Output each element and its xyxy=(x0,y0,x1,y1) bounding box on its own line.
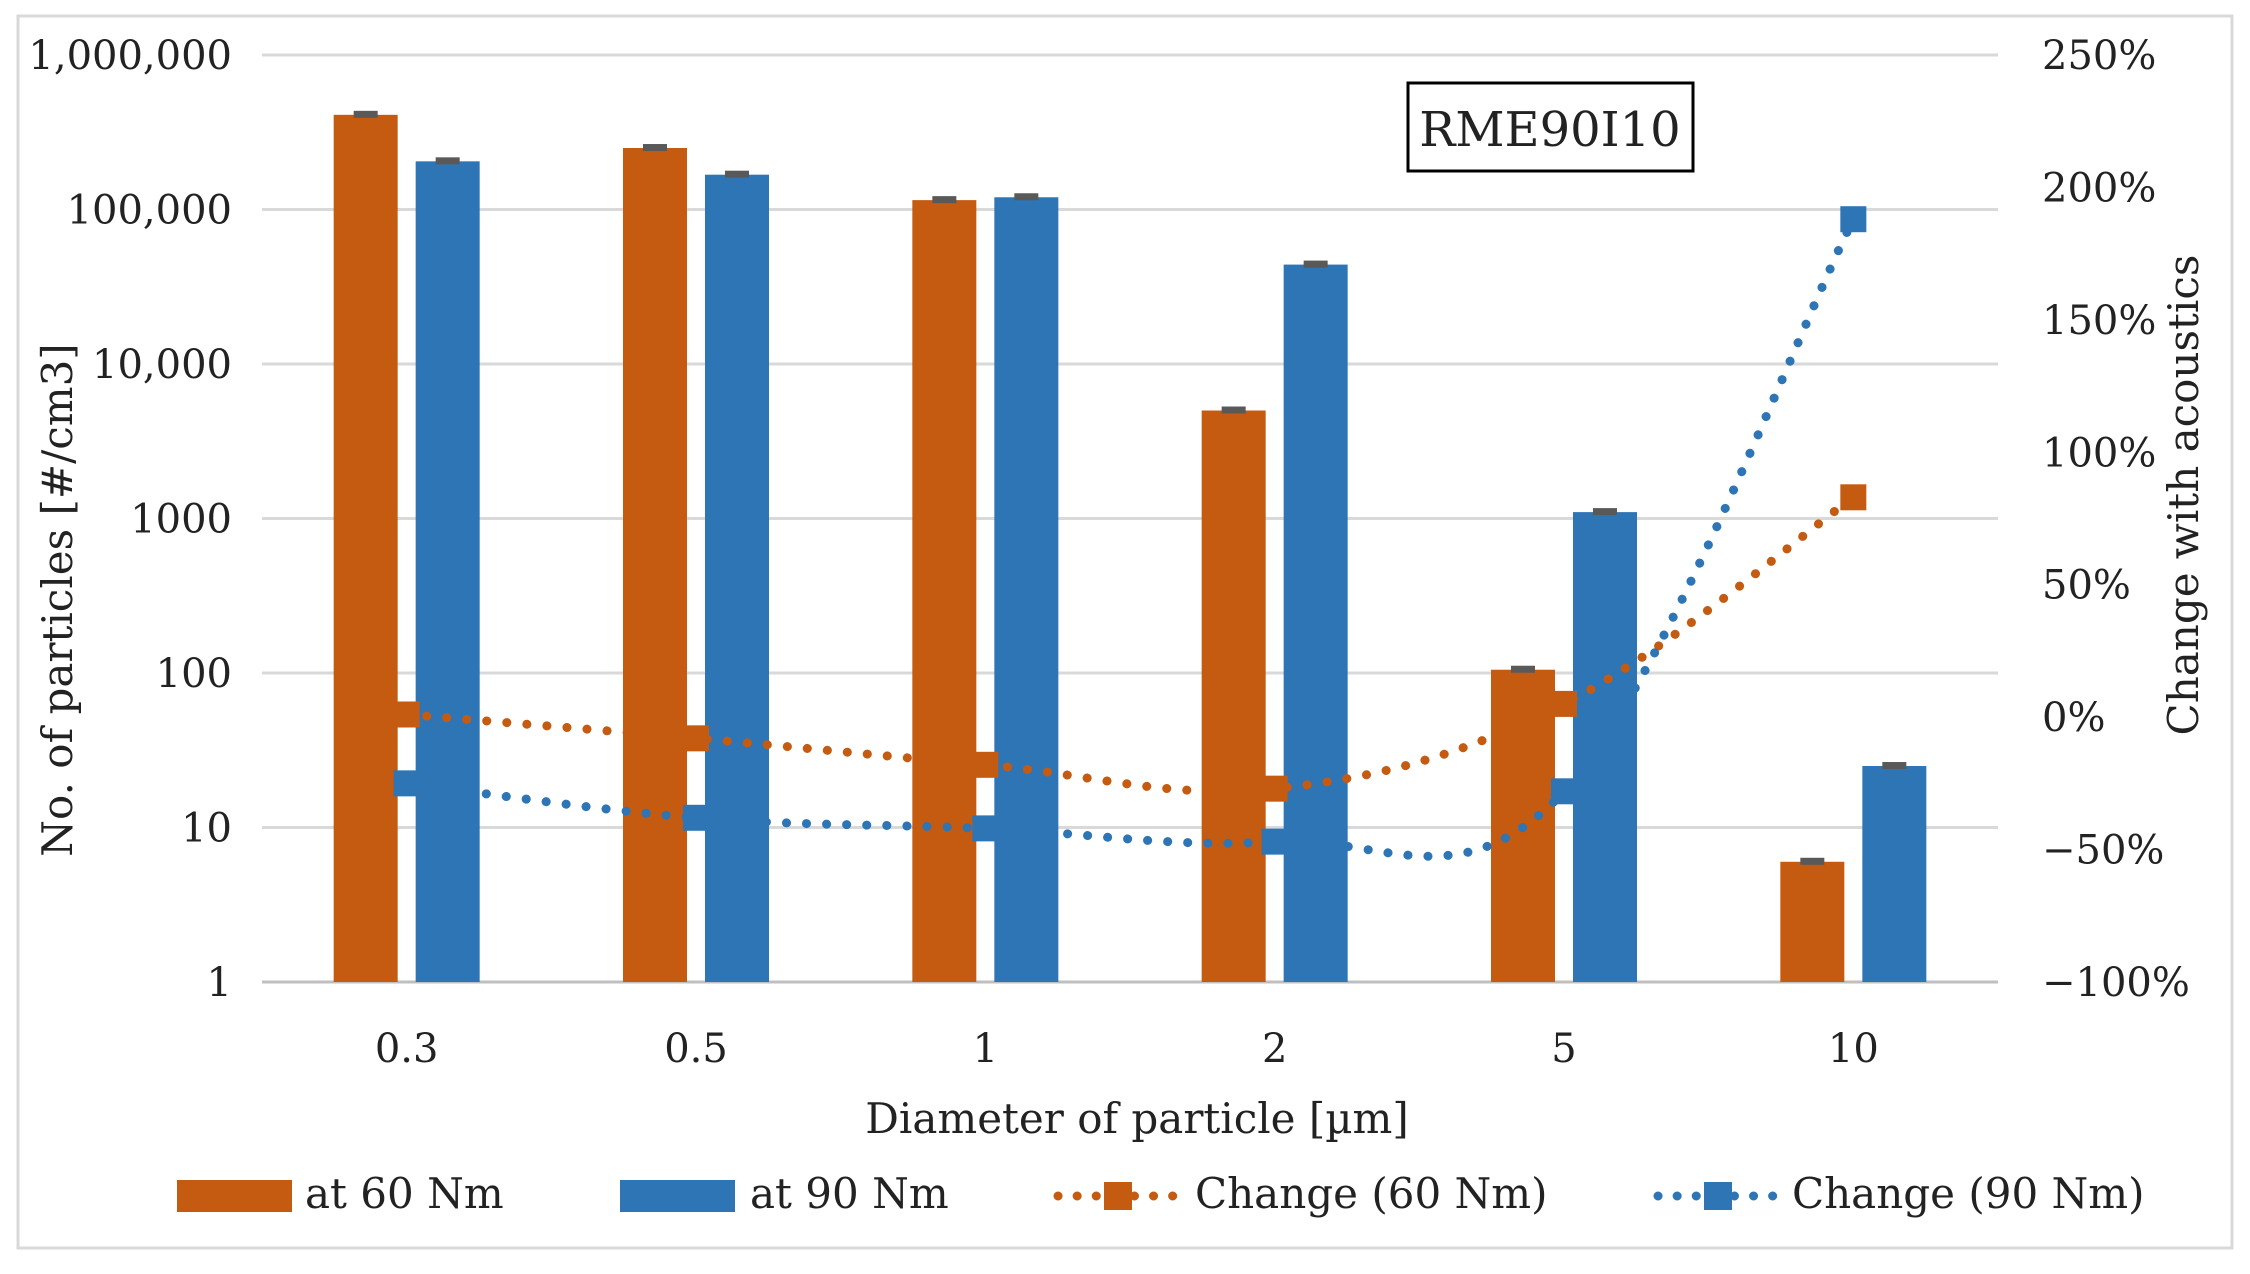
axes: 1 10 100 1000 10,000 100,000 1,000,000 −100% −50… xyxy=(28,33,2189,1072)
x-tick-label: 0.5 xyxy=(664,1026,728,1072)
y2-tick-label: 250% xyxy=(2042,33,2156,79)
bar xyxy=(333,114,398,983)
error-bar xyxy=(932,196,957,204)
y-axis-title: No. of particles [#/cm3] xyxy=(33,343,82,856)
x-tick-label: 10 xyxy=(1828,1026,1879,1072)
change-marker xyxy=(683,804,709,831)
y2-tick-label: 0% xyxy=(2042,695,2105,741)
svg-text:at 60 Nm: at 60 Nm xyxy=(305,1169,504,1218)
bar xyxy=(1283,264,1348,982)
change-marker xyxy=(393,701,420,728)
error-bar xyxy=(643,144,667,152)
change-marker xyxy=(1261,775,1288,802)
legend: at 60 Nm at 90 Nm Change (60 Nm) Change … xyxy=(177,1169,2145,1218)
error-bar xyxy=(1593,508,1617,516)
y-tick-label: 1 xyxy=(207,960,232,1006)
change-marker xyxy=(972,751,999,778)
x-axis-title: Diameter of particle [µm] xyxy=(865,1094,1409,1143)
change-lines xyxy=(393,206,1867,861)
svg-text:at 90 Nm: at 90 Nm xyxy=(750,1169,949,1218)
y2-tick-label: −50% xyxy=(2042,828,2164,874)
legend-item-60nm-bar: at 60 Nm xyxy=(177,1169,504,1218)
bar xyxy=(623,148,687,983)
bar xyxy=(1201,410,1266,982)
legend-item-change-90nm: Change (90 Nm) xyxy=(1653,1169,2145,1218)
y2-tick-label: 100% xyxy=(2042,430,2156,476)
x-tick-label: 1 xyxy=(973,1026,998,1072)
y2-tick-label: 200% xyxy=(2042,165,2156,211)
change-marker xyxy=(1840,206,1867,233)
y-tick-label: 100,000 xyxy=(67,188,232,234)
bar xyxy=(994,197,1059,983)
bar xyxy=(912,200,977,982)
error-bar xyxy=(435,157,460,165)
error-bar xyxy=(1014,193,1039,201)
change-marker xyxy=(1551,690,1577,717)
bar xyxy=(1573,512,1637,982)
error-bar xyxy=(1882,762,1907,770)
annotation-box: RME90I10 xyxy=(1406,81,1695,173)
svg-text:Change (60 Nm): Change (60 Nm) xyxy=(1195,1169,1548,1218)
x-tick-label: 2 xyxy=(1262,1026,1287,1072)
bar xyxy=(1862,766,1927,982)
change-marker xyxy=(393,770,420,797)
x-tick-label: 5 xyxy=(1551,1026,1576,1072)
change-marker xyxy=(1840,484,1867,511)
bars xyxy=(333,110,1927,983)
y-tick-label: 1,000,000 xyxy=(28,33,232,79)
y-tick-label: 1000 xyxy=(130,497,232,543)
change-marker xyxy=(683,725,709,752)
y2-tick-label: 50% xyxy=(2042,563,2131,609)
change-marker xyxy=(1551,778,1577,805)
bar xyxy=(705,174,769,983)
change-marker xyxy=(972,815,999,842)
legend-item-90nm-bar: at 90 Nm xyxy=(620,1169,949,1218)
gridlines xyxy=(262,53,1998,984)
error-bar xyxy=(1511,665,1535,673)
error-bar xyxy=(1303,260,1328,268)
change-marker xyxy=(1261,828,1288,855)
y-tick-label: 100 xyxy=(156,651,232,697)
legend-item-change-60nm: Change (60 Nm) xyxy=(1053,1169,1548,1218)
error-bar xyxy=(1221,406,1246,414)
error-bar xyxy=(353,110,378,118)
y2-axis-title: Change with acoustics xyxy=(2159,255,2208,736)
y-tick-label: 10,000 xyxy=(92,342,232,388)
annotation-text: RME90I10 xyxy=(1419,102,1680,158)
y2-tick-label: −100% xyxy=(2042,960,2190,1006)
bar xyxy=(1780,861,1845,982)
svg-text:Change (90 Nm): Change (90 Nm) xyxy=(1792,1169,2145,1218)
error-bar xyxy=(1800,857,1825,865)
bar xyxy=(415,161,480,982)
x-tick-label: 0.3 xyxy=(375,1026,439,1072)
y2-tick-label: 150% xyxy=(2042,298,2156,344)
y-tick-label: 10 xyxy=(181,806,232,852)
error-bar xyxy=(725,170,749,178)
